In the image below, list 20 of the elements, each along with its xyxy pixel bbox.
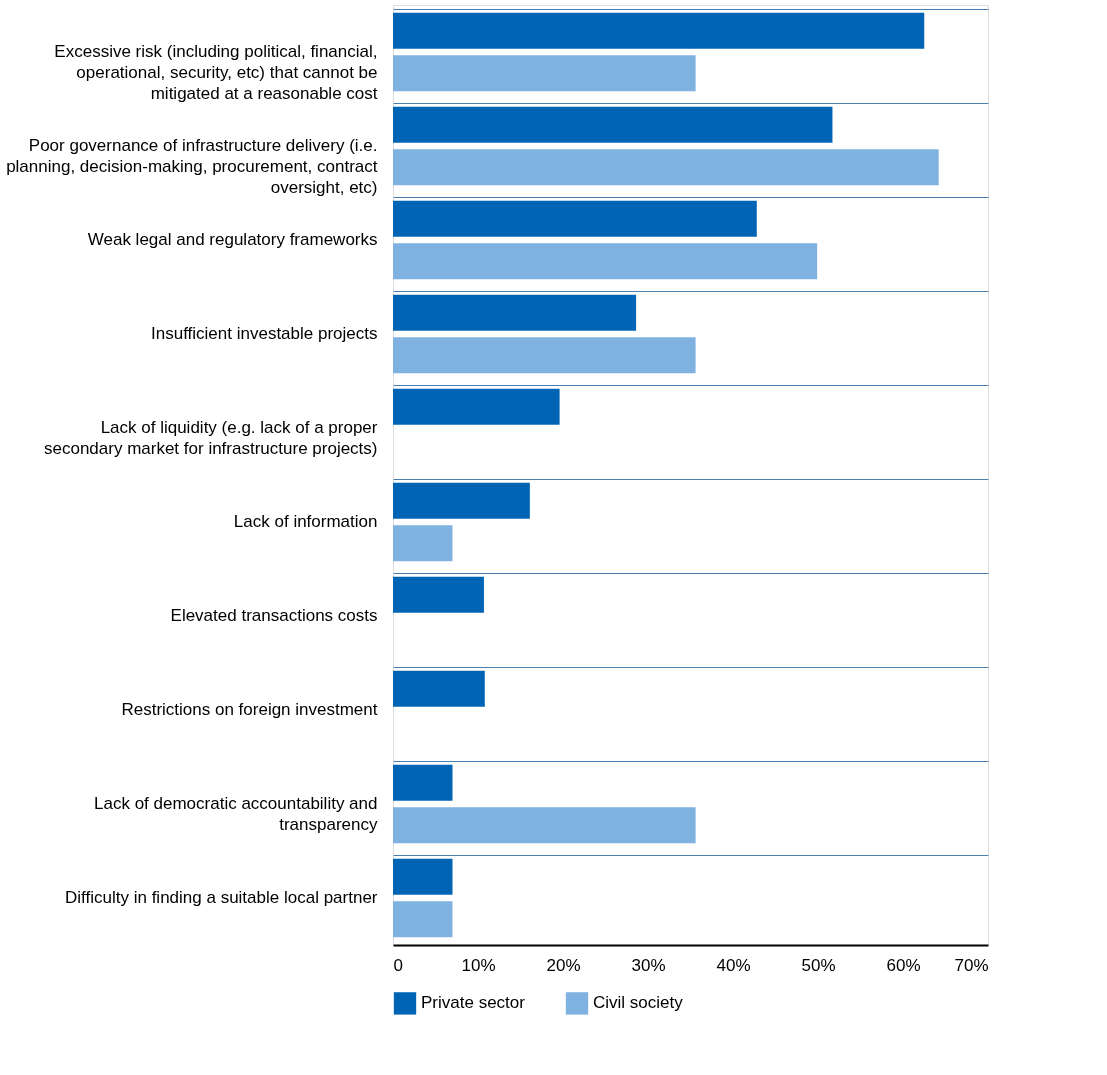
y-tick-label: Elevated transactions costs xyxy=(170,606,378,625)
y-tick-label: Poor governance of infrastructure delivery (i.e. planning, decision-making, procurement, contract oversight, etc) xyxy=(6,136,378,197)
x-tick-label: 50% xyxy=(801,955,836,975)
y-tick-label: Lack of information xyxy=(233,512,378,531)
x-tick-label: 10% xyxy=(461,955,496,975)
y-tick-label: Lack of liquidity (e.g. lack of a proper secondary market for infrastructure projects) xyxy=(43,418,378,458)
y-tick-label: Restrictions on foreign investment xyxy=(121,700,378,719)
y-tick-label: Weak legal and regulatory frameworks xyxy=(87,230,378,249)
x-tick-label: 70% xyxy=(954,955,989,975)
x-tick-label: 40% xyxy=(716,955,751,975)
x-tick-label: 20% xyxy=(546,955,581,975)
y-tick-label: Insufficient investable projects xyxy=(151,324,378,343)
legend-label: Civil society xyxy=(593,993,684,1013)
x-tick-label: 30% xyxy=(631,955,666,975)
x-tick-label: 60% xyxy=(886,955,921,975)
x-tick-label: 0 xyxy=(393,955,403,975)
y-tick-label: Difficulty in finding a suitable local partner xyxy=(65,888,378,907)
legend-label: Private sector xyxy=(421,993,526,1013)
y-tick-label: Excessive risk (including political, financial, operational, security, etc) that cannot be mitigated at a reasonable cost xyxy=(54,42,378,103)
y-tick-label: Lack of democratic accountability and transparency xyxy=(94,794,378,834)
